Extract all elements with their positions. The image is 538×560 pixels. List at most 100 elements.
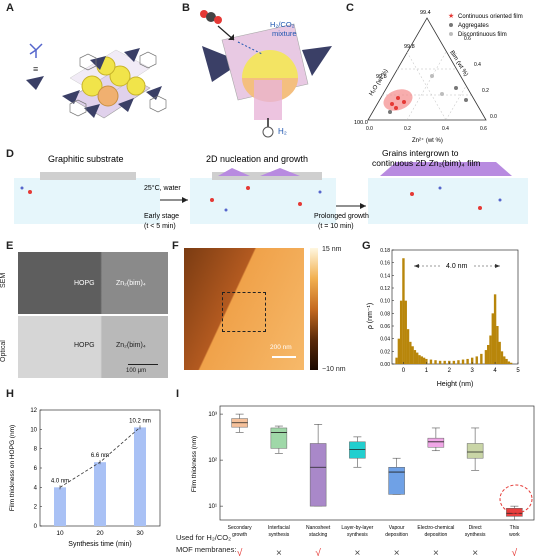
early-stage-label: Early stage <box>144 213 179 220</box>
ternary-bottom-tick-3: 0.4 <box>442 126 449 132</box>
panel-label-a: A <box>6 2 14 14</box>
box-plot-category-label: Electro-chemical <box>417 525 454 531</box>
histogram-xtick-label: 4 <box>493 368 497 374</box>
ternary-axis-left: H₂O (wt %) <box>369 68 390 97</box>
equals-sign: ≡ <box>33 64 38 74</box>
afm-colorbar <box>310 248 318 370</box>
sem-hopg-label: HOPG <box>74 280 95 287</box>
histogram-bar <box>505 358 508 364</box>
box-plot-category-label: synthesis <box>347 532 368 538</box>
bar-chart-xtick-label: 20 <box>96 530 104 537</box>
bar-chart-bar <box>54 487 66 526</box>
sem-image <box>18 252 168 314</box>
box-plot-category-label: deposition <box>385 532 408 538</box>
bar-chart-xlabel: Synthesis time (min) <box>68 541 131 548</box>
bar-chart-ytick-label: 12 <box>30 408 37 414</box>
histogram-bar <box>457 360 460 364</box>
scale-bar <box>128 364 158 365</box>
histogram-bar <box>500 351 504 364</box>
prolonged-label: Prolonged growth <box>314 213 369 220</box>
histogram-ylabel: ρ (nm⁻¹) <box>367 303 374 329</box>
panel-label-c: C <box>346 2 354 14</box>
histogram-bar <box>429 359 433 364</box>
box-plot-category-label: synthesis <box>465 532 486 538</box>
bar-chart-ytick-label: 0 <box>34 524 38 530</box>
ternary-low-tick: 100.0 <box>354 120 368 126</box>
ternary-right-tick-1: 0.6 <box>464 36 471 42</box>
histogram-ytick-label: 0.18 <box>380 248 390 254</box>
panel-label-e: E <box>6 240 14 252</box>
afm-scale-bar <box>272 356 296 358</box>
histogram-ytick-label: 0.00 <box>380 362 390 368</box>
box-plot-ytick-label: 10² <box>208 458 217 464</box>
histogram-bar <box>484 350 488 364</box>
graphitic-substrate-label: Graphitic substrate <box>48 154 124 164</box>
box-plot-category-label: Layer-by-layer <box>341 525 373 531</box>
intergrown-label-2: continuous 2D Zn₂(bim)₄ film <box>372 158 480 168</box>
h2-label: H₂ <box>278 127 287 136</box>
panel-e-images: HOPG Zn₂(bim)₄ HOPG Zn₂(bim)₄ 100 μm <box>18 252 168 378</box>
box-plot-category-label: growth <box>232 532 247 538</box>
panel-label-b: B <box>182 2 190 14</box>
bar-chart-ytick-label: 10 <box>30 427 37 433</box>
histogram-bar <box>416 352 419 364</box>
histogram-ytick-label: 0.14 <box>380 273 390 279</box>
early-time-label: (t < 5 min) <box>144 223 176 230</box>
ternary-top-tick: 99.4 <box>420 10 431 16</box>
box-plot-category-label: This <box>510 525 520 531</box>
legend-aggregates: Aggregates <box>458 23 489 29</box>
checkmark-icon: √ <box>237 547 243 559</box>
box-plot-box <box>270 427 288 449</box>
box-plot-category-label: deposition <box>424 532 447 538</box>
cross-icon: × <box>394 548 400 559</box>
histogram-bar <box>411 346 414 364</box>
panel-g-histogram: 0.00 0.02 0.04 0.06 0.08 0.10 0.12 0.14 0.16 0.18… <box>367 248 520 388</box>
cross-icon: × <box>354 548 360 559</box>
bar-chart-ylabel: Film thickness on HOPG (nm) <box>9 425 16 511</box>
prolonged-time-label: (t = 10 min) <box>318 223 354 230</box>
ternary-right-tick-4: 0.0 <box>490 114 497 120</box>
panel-label-f: F <box>172 240 179 252</box>
histogram-bar <box>418 355 421 364</box>
histogram-bar <box>470 357 474 364</box>
histogram-bar <box>434 360 437 364</box>
bar-chart-bar <box>94 462 106 526</box>
sem-zn-label: Zn₂(bim)₄ <box>116 280 146 287</box>
histogram-bar <box>480 353 483 364</box>
bar-chart-trend-line <box>59 427 141 488</box>
membrane-row-label-1: Used for H₂/CO₂ <box>176 533 232 542</box>
histogram-bar <box>397 338 401 364</box>
scale-label: 100 μm <box>126 368 147 374</box>
bar-chart-data-label: 10.2 nm <box>129 418 151 424</box>
bar-chart-ytick-label: 4 <box>34 485 38 491</box>
histogram-xtick-label: 3 <box>471 368 475 374</box>
bar-chart-xtick-label: 10 <box>56 530 64 537</box>
histogram-bar <box>443 360 446 364</box>
histogram-xtick-label: 0 <box>402 368 406 374</box>
histogram-bar <box>487 345 490 364</box>
legend-continuous: Continuous oriented film <box>458 14 523 20</box>
gas-mixture-label-1: H₂/CO₂ <box>270 20 295 29</box>
histogram-ytick-label: 0.10 <box>380 299 390 305</box>
colorbar-min-label: −10 nm <box>322 366 346 373</box>
cross-icon: × <box>472 548 478 559</box>
histogram-bar <box>406 329 410 364</box>
histogram-bar <box>498 341 501 364</box>
histogram-ytick-label: 0.08 <box>380 311 390 317</box>
svg-text:★: ★ <box>448 12 454 20</box>
afm-image <box>184 248 304 370</box>
histogram-bar <box>399 300 403 364</box>
box-plot-category-label: Direct <box>469 525 483 531</box>
sem-side-label: SEM <box>0 272 7 288</box>
histogram-xtick-label: 5 <box>516 368 520 374</box>
box-plot-category-label: Secondary <box>228 525 252 531</box>
checkmark-icon: √ <box>512 547 518 559</box>
ternary-bottom-tick-1: 0.0 <box>366 126 373 132</box>
panel-label-d: D <box>6 148 14 160</box>
ternary-bottom-tick-2: 0.2 <box>404 126 411 132</box>
membrane-row-label-2: MOF membranes: <box>176 545 237 554</box>
box-plot-box <box>349 441 366 459</box>
histogram-ytick-label: 0.12 <box>380 286 390 292</box>
histogram-ytick-label: 0.06 <box>380 324 390 330</box>
bar-chart-ytick-label: 8 <box>34 447 38 453</box>
